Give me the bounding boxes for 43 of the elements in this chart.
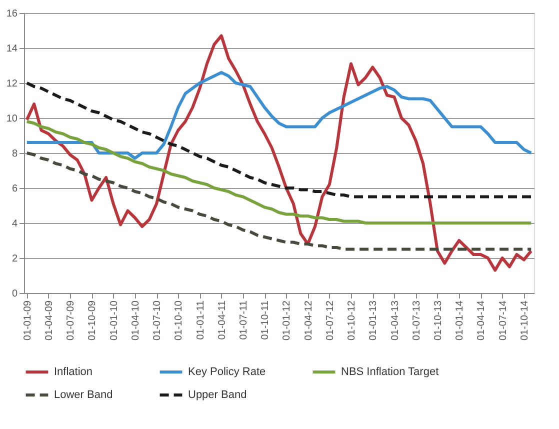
x-tick-label: 01-04-09 <box>44 300 55 341</box>
line-series <box>25 120 533 224</box>
y-tick-label: 6 <box>12 184 18 194</box>
x-tick-label: 01-01-10 <box>108 300 120 341</box>
legend-label: Inflation <box>54 366 93 378</box>
y-tick-label: 8 <box>12 148 18 160</box>
y-tick-label: 4 <box>12 218 18 230</box>
x-tick-label: 01-07-14 <box>498 300 509 341</box>
x-tick-label: 01-07-10 <box>152 300 164 341</box>
x-tick-label: 01-04-12 <box>303 300 314 341</box>
line-series <box>25 34 533 272</box>
x-tick-label: 01-04-13 <box>390 300 401 341</box>
y-tick-label: 0 <box>12 288 18 300</box>
y-tick-label: 16 <box>6 8 18 20</box>
line-series <box>25 152 533 251</box>
y-tick-label: 14 <box>6 44 18 54</box>
x-tick-label: 01-07-13 <box>411 300 422 341</box>
legend-label: Upper Band <box>188 389 247 401</box>
x-tick-label: 01-10-11 <box>260 300 272 340</box>
x-tick-label: 01-10-13 <box>432 300 444 341</box>
x-tick-label: 01-01-14 <box>454 300 466 341</box>
line-series <box>25 71 533 160</box>
line-series <box>25 82 533 198</box>
x-tick-label: 01-10-10 <box>174 300 185 341</box>
x-tick-label: 01-10-14 <box>519 300 530 341</box>
x-tick-label: 01-07-09 <box>66 300 77 341</box>
x-tick-label: 01-10-09 <box>87 300 98 341</box>
x-tick-label: 01-01-13 <box>368 300 380 341</box>
x-tick-label: 01-01-11 <box>195 300 206 340</box>
y-tick-label: 2 <box>12 254 18 264</box>
x-tick-label: 01-04-10 <box>130 300 142 341</box>
legend-label: NBS Inflation Target <box>341 366 439 378</box>
x-tick-label: 01-10-12 <box>346 300 358 341</box>
legend-label: Lower Band <box>54 389 113 401</box>
y-tick-label: 12 <box>6 78 18 90</box>
y-tick-label: 10 <box>6 114 18 124</box>
x-tick-label: 01-04-14 <box>476 300 488 341</box>
x-tick-label: 01-01-12 <box>282 300 293 341</box>
x-tick-label: 01-01-09 <box>22 300 34 341</box>
x-tick-label: 01-07-11 <box>238 300 250 340</box>
x-tick-label: 01-07-12 <box>324 300 336 341</box>
x-tick-label: 01-04-11 <box>216 300 228 340</box>
legend-label: Key Policy Rate <box>188 366 266 378</box>
